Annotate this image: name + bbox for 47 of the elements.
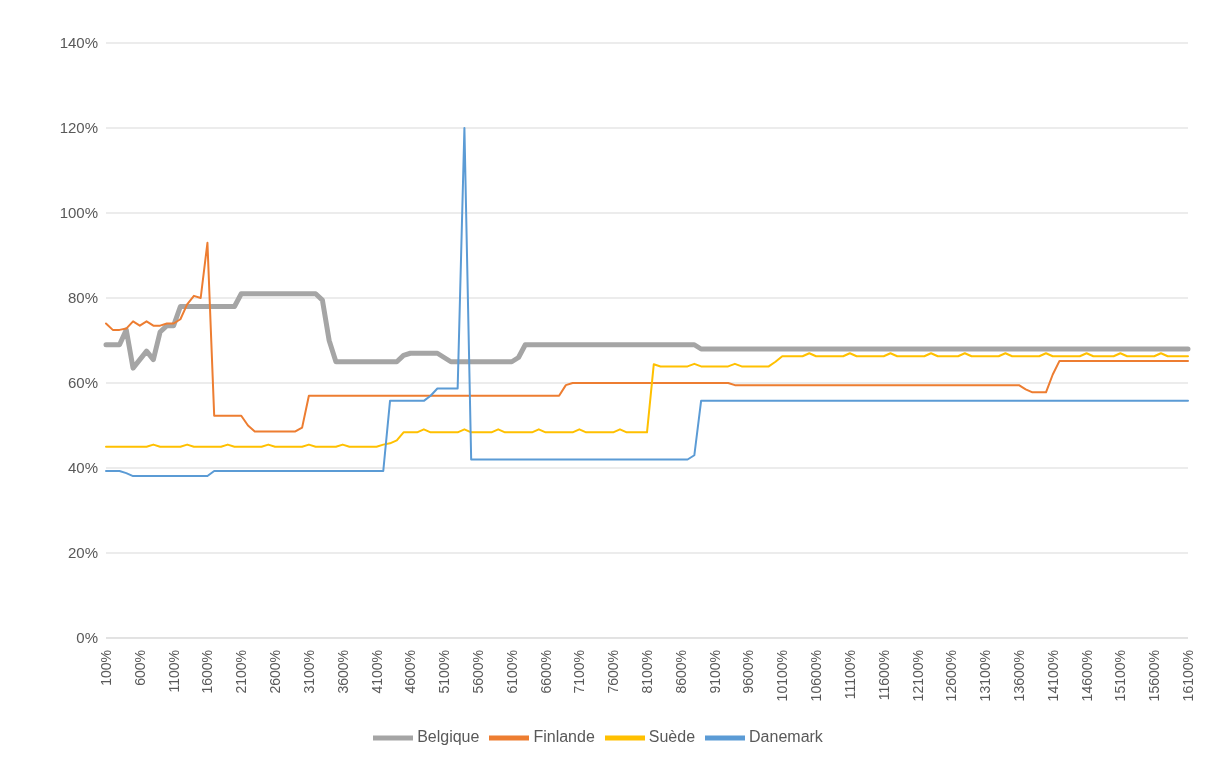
x-tick-label: 9600%: [740, 650, 757, 694]
y-tick-label: 120%: [59, 119, 98, 137]
legend-label: Finlande: [533, 728, 595, 746]
y-tick-label: 80%: [67, 289, 98, 307]
x-tick-label: 12600%: [943, 650, 960, 702]
x-tick-label: 3100%: [300, 650, 317, 694]
x-tick-label: 3600%: [334, 650, 351, 694]
x-tick-label: 6100%: [503, 650, 520, 694]
x-tick-label: 9100%: [706, 650, 723, 694]
x-tick-label: 8600%: [672, 650, 689, 694]
legend-label: Belgique: [417, 728, 480, 746]
x-tick-label: 4600%: [402, 650, 419, 694]
x-tick-label: 8100%: [639, 650, 655, 694]
legend-label: Suède: [648, 728, 696, 746]
x-tick-label: 10100%: [774, 650, 791, 702]
x-tick-label: 600%: [131, 650, 148, 686]
x-tick-label: 15600%: [1146, 650, 1163, 702]
y-tick-label: 140%: [59, 34, 98, 52]
legend-label: Danemark: [749, 728, 823, 746]
x-tick-label: 7600%: [605, 650, 622, 694]
y-tick-label: 60%: [67, 374, 98, 392]
line-series: [105, 241, 1189, 433]
y-tick-label: 40%: [67, 459, 98, 477]
x-tick-label: 10600%: [808, 650, 825, 702]
x-tick-label: 1600%: [199, 650, 216, 694]
x-tick-label: 7100%: [571, 650, 588, 694]
x-tick-label: 11100%: [841, 650, 858, 700]
x-tick-label: 2600%: [267, 650, 284, 694]
x-tick-label: 6600%: [537, 650, 554, 694]
y-tick-label: 100%: [59, 204, 98, 222]
x-tick-label: 12100%: [909, 650, 926, 702]
x-tick-label: 13600%: [1010, 650, 1027, 702]
x-tick-label: 13100%: [977, 650, 994, 702]
y-tick-label: 20%: [67, 544, 98, 562]
x-tick-label: 14600%: [1078, 650, 1095, 702]
x-tick-label: 14100%: [1044, 650, 1061, 702]
x-tick-label: 11600%: [875, 650, 892, 701]
x-tick-label: 4100%: [368, 650, 385, 694]
x-tick-label: 5600%: [469, 650, 486, 694]
line-series: [105, 352, 1189, 448]
x-tick-label: 16100%: [1180, 650, 1196, 702]
line-series: [105, 127, 1189, 478]
y-tick-label: 0%: [76, 629, 98, 647]
x-tick-label: 5100%: [436, 650, 453, 694]
x-tick-label: 15100%: [1112, 650, 1129, 702]
x-tick-label: 2100%: [233, 650, 250, 694]
x-tick-label: 1100%: [165, 650, 182, 693]
